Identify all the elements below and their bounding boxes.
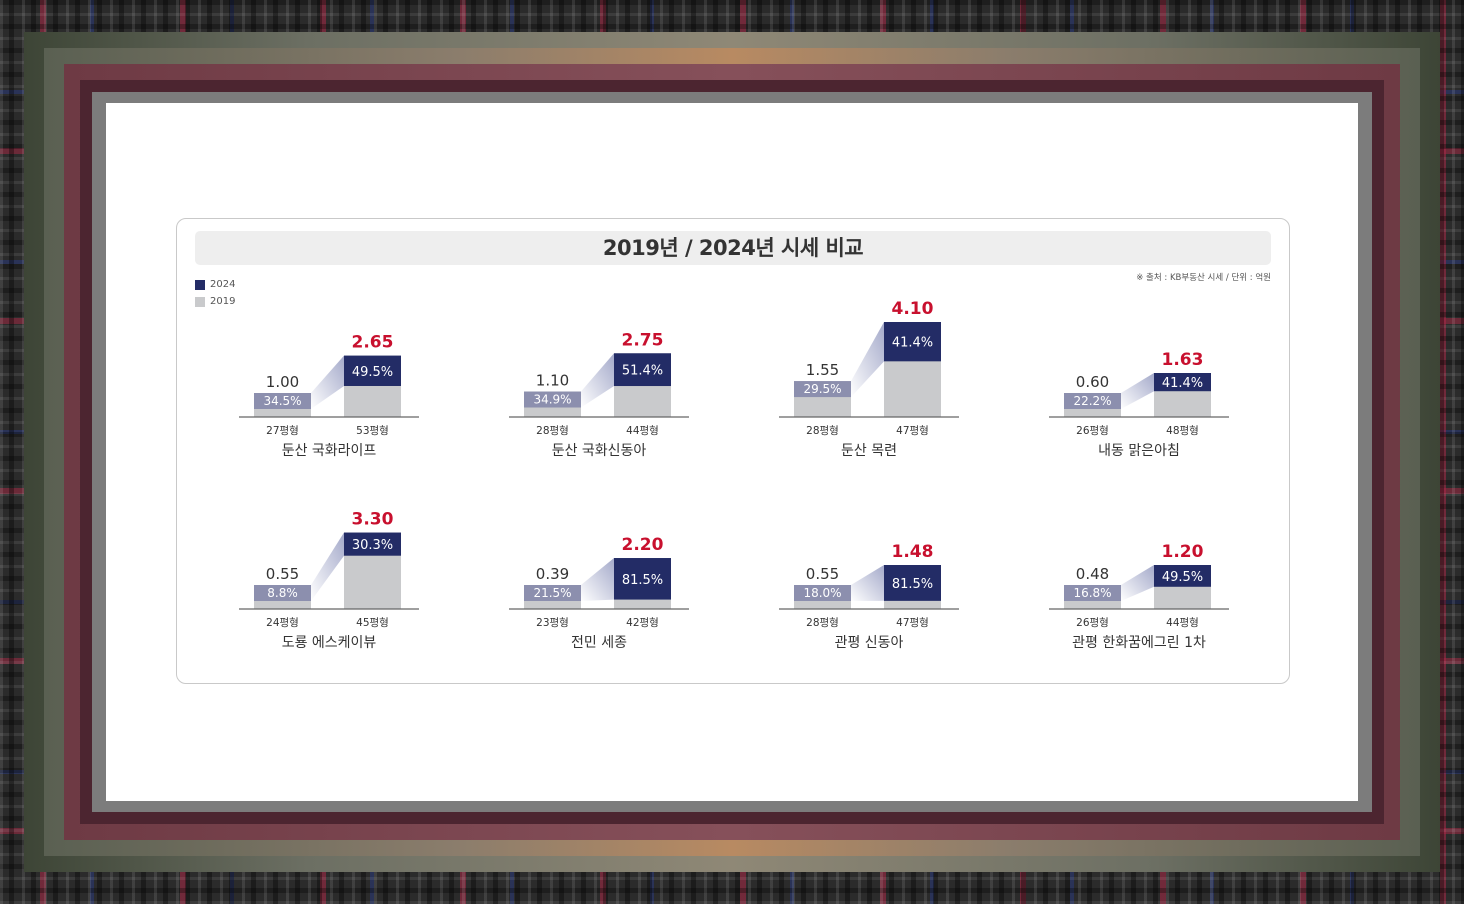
panel-6-small-value: 0.39 bbox=[536, 565, 569, 583]
panel-1-large-bar-share bbox=[344, 355, 401, 386]
panel-3-large-size: 47평형 bbox=[896, 425, 929, 437]
panel-4-large-value: 1.63 bbox=[1162, 350, 1204, 370]
panel-5-large-size: 45평형 bbox=[356, 617, 389, 629]
panel-4-small-pct: 22.2% bbox=[1073, 394, 1111, 408]
panel-6-name: 전민 세종 bbox=[571, 635, 627, 651]
panel-2-small-bar-share bbox=[524, 391, 581, 408]
panel-1-large-pct: 49.5% bbox=[352, 365, 393, 380]
panel-3-large-bar-share bbox=[884, 322, 941, 362]
panel-7-large-bar-share bbox=[884, 565, 941, 601]
panel-8-name: 관평 한화꿈에그린 1차 bbox=[1072, 635, 1206, 651]
panel-3-small-size: 28평형 bbox=[806, 425, 839, 437]
panel-6-small-bar-share bbox=[524, 585, 581, 601]
panel-7-small-pct: 18.0% bbox=[803, 586, 841, 600]
panel-1-small-size: 27평형 bbox=[266, 425, 299, 437]
panel-5-large-pct: 30.3% bbox=[352, 538, 393, 553]
panel-5-small-size: 24평형 bbox=[266, 617, 299, 629]
panel-3-connector bbox=[851, 322, 884, 398]
panel-2-name: 둔산 국화신동아 bbox=[552, 443, 647, 459]
panel-3-small-pct: 29.5% bbox=[803, 382, 841, 396]
panel-1-large-value: 2.65 bbox=[352, 333, 394, 353]
legend-item-2019: 2019 bbox=[195, 293, 235, 310]
panel-5-name: 도룡 에스케이뷰 bbox=[282, 635, 377, 651]
panel-7-large-size: 47평형 bbox=[896, 617, 929, 629]
legend-swatch-2019 bbox=[195, 296, 205, 307]
panel-8-small-bar-share bbox=[1064, 585, 1121, 601]
legend: 2024 2019 bbox=[195, 276, 235, 310]
panel-2-large-pct: 51.4% bbox=[622, 364, 663, 379]
panel-4-small-size: 26평형 bbox=[1076, 425, 1109, 437]
panel-5-large-value: 3.30 bbox=[352, 510, 394, 530]
panel-1-small-bar-share bbox=[254, 393, 311, 409]
panel-4-large-bar-share bbox=[1154, 373, 1211, 392]
legend-label-2024: 2024 bbox=[210, 279, 236, 290]
panel-4-connector bbox=[1121, 373, 1154, 409]
panel-6-small-pct: 21.5% bbox=[533, 586, 571, 600]
image-page: 2019년 / 2024년 시세 비교 ※ 출처 : KB부동산 시세 / 단위… bbox=[106, 103, 1358, 801]
panel-2-large-bar-share bbox=[614, 353, 671, 387]
panel-8-small-pct: 16.8% bbox=[1073, 586, 1111, 600]
panel-4-name: 내동 맑은아침 bbox=[1098, 443, 1180, 459]
panel-6-small-size: 23평형 bbox=[536, 617, 569, 629]
panel-8-large-value: 1.20 bbox=[1162, 542, 1204, 562]
panel-6-large-bar-share bbox=[614, 558, 671, 600]
panel-5-connector bbox=[311, 532, 344, 601]
panel-2-connector bbox=[581, 353, 614, 408]
panel-7-small-value: 0.55 bbox=[806, 565, 839, 583]
panel-6-large-size: 42평형 bbox=[626, 617, 659, 629]
panel-8-large-bar-share bbox=[1154, 565, 1211, 587]
panel-7-large-value: 1.48 bbox=[892, 542, 934, 562]
panel-2-large-size: 44평형 bbox=[626, 425, 659, 437]
panel-3-small-value: 1.55 bbox=[806, 361, 839, 379]
panel-8-connector bbox=[1121, 565, 1154, 601]
legend-label-2019: 2019 bbox=[210, 296, 236, 307]
panel-4-large-size: 48평형 bbox=[1166, 425, 1199, 437]
panel-8-small-size: 26평형 bbox=[1076, 617, 1109, 629]
panel-7-large-pct: 81.5% bbox=[892, 577, 933, 592]
panel-6-connector bbox=[581, 558, 614, 601]
panel-7-name: 관평 신동아 bbox=[835, 635, 904, 651]
panel-3-large-pct: 41.4% bbox=[892, 336, 933, 351]
panel-1-large-size: 53평형 bbox=[356, 425, 389, 437]
panel-2-large-value: 2.75 bbox=[622, 330, 664, 350]
panel-6-large-pct: 81.5% bbox=[622, 573, 663, 588]
panel-4-small-bar-share bbox=[1064, 393, 1121, 409]
panel-8-large-size: 44평형 bbox=[1166, 617, 1199, 629]
panel-1-small-pct: 34.5% bbox=[263, 394, 301, 408]
title-bar: 2019년 / 2024년 시세 비교 bbox=[195, 231, 1271, 265]
source-note: ※ 출처 : KB부동산 시세 / 단위 : 억원 bbox=[1136, 273, 1271, 283]
panel-3-large-value: 4.10 bbox=[892, 299, 934, 319]
chart-title: 2019년 / 2024년 시세 비교 bbox=[602, 236, 864, 260]
panel-5-small-pct: 8.8% bbox=[267, 586, 298, 600]
panel-7-connector bbox=[851, 565, 884, 601]
panel-2-small-size: 28평형 bbox=[536, 425, 569, 437]
panel-3-small-bar-share bbox=[794, 381, 851, 398]
panel-7-small-size: 28평형 bbox=[806, 617, 839, 629]
panel-4-large-pct: 41.4% bbox=[1162, 376, 1203, 391]
panel-1-small-value: 1.00 bbox=[266, 373, 299, 391]
panel-2-small-pct: 34.9% bbox=[533, 393, 571, 407]
chart-card: 2019년 / 2024년 시세 비교 ※ 출처 : KB부동산 시세 / 단위… bbox=[176, 218, 1290, 684]
panel-5-small-bar-share bbox=[254, 585, 311, 601]
legend-item-2024: 2024 bbox=[195, 276, 235, 293]
panel-4-small-value: 0.60 bbox=[1076, 373, 1109, 391]
panel-1-connector bbox=[311, 355, 344, 409]
panel-8-small-value: 0.48 bbox=[1076, 565, 1109, 583]
panel-7-small-bar-share bbox=[794, 585, 851, 601]
panel-3-name: 둔산 목련 bbox=[841, 443, 897, 459]
panel-1-name: 둔산 국화라이프 bbox=[282, 443, 377, 459]
panel-6-large-value: 2.20 bbox=[622, 535, 664, 555]
legend-swatch-2024 bbox=[195, 279, 205, 290]
panel-5-large-bar-share bbox=[344, 532, 401, 556]
panel-5-small-value: 0.55 bbox=[266, 565, 299, 583]
panel-8-large-pct: 49.5% bbox=[1162, 570, 1203, 585]
panel-2-small-value: 1.10 bbox=[536, 372, 569, 390]
